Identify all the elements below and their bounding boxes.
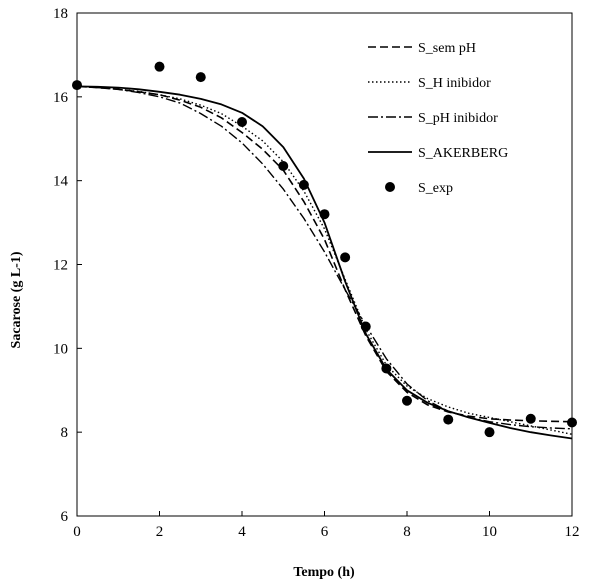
data-point: [299, 180, 309, 190]
x-tick-label: 10: [482, 524, 497, 540]
y-tick-label: 18: [53, 6, 68, 22]
legend-marker: [385, 182, 395, 192]
data-point: [567, 418, 577, 428]
y-tick-label: 12: [53, 258, 68, 274]
data-point: [381, 363, 391, 373]
x-tick-label: 6: [321, 524, 329, 540]
legend: S_sem pH S_H inibidor S_pH inibidor S_AKERB…: [368, 41, 508, 196]
y-tick-label: 6: [61, 509, 69, 525]
legend-label: S_H inibidor: [418, 76, 491, 91]
x-axis: 0 2 4 6 8 10 12: [73, 511, 579, 540]
x-tick-label: 2: [156, 524, 164, 540]
plot-border: [77, 13, 572, 516]
plot-area: [77, 13, 572, 516]
y-tick-label: 10: [53, 341, 68, 357]
legend-label: S_pH inibidor: [418, 111, 498, 126]
legend-label: S_exp: [418, 181, 453, 196]
data-point: [361, 322, 371, 332]
legend-label: S_sem pH: [418, 41, 476, 56]
y-axis-title: Sacarose (g L-1): [9, 251, 24, 348]
x-tick-label: 4: [238, 524, 246, 540]
x-axis-title: Tempo (h): [293, 565, 355, 580]
legend-label: S_AKERBERG: [418, 146, 508, 161]
data-point: [278, 161, 288, 171]
y-tick-label: 14: [53, 174, 69, 190]
x-tick-label: 0: [73, 524, 81, 540]
y-tick-label: 16: [53, 90, 69, 106]
series-line-0: [77, 86, 572, 421]
data-point: [526, 414, 536, 424]
data-point: [72, 80, 82, 90]
data-point: [402, 396, 412, 406]
data-point: [443, 415, 453, 425]
data-point: [237, 117, 247, 127]
x-tick-label: 12: [565, 524, 580, 540]
series-exp-points: [72, 62, 577, 438]
series-line-2: [77, 86, 572, 428]
series-line-1: [77, 86, 572, 434]
y-tick-label: 8: [61, 425, 69, 441]
data-point: [340, 252, 350, 262]
data-point: [320, 209, 330, 219]
series-line-3: [77, 86, 572, 438]
x-tick-label: 8: [403, 524, 411, 540]
data-point: [155, 62, 165, 72]
data-point: [196, 72, 206, 82]
data-point: [485, 427, 495, 437]
series-layer: [72, 62, 577, 439]
